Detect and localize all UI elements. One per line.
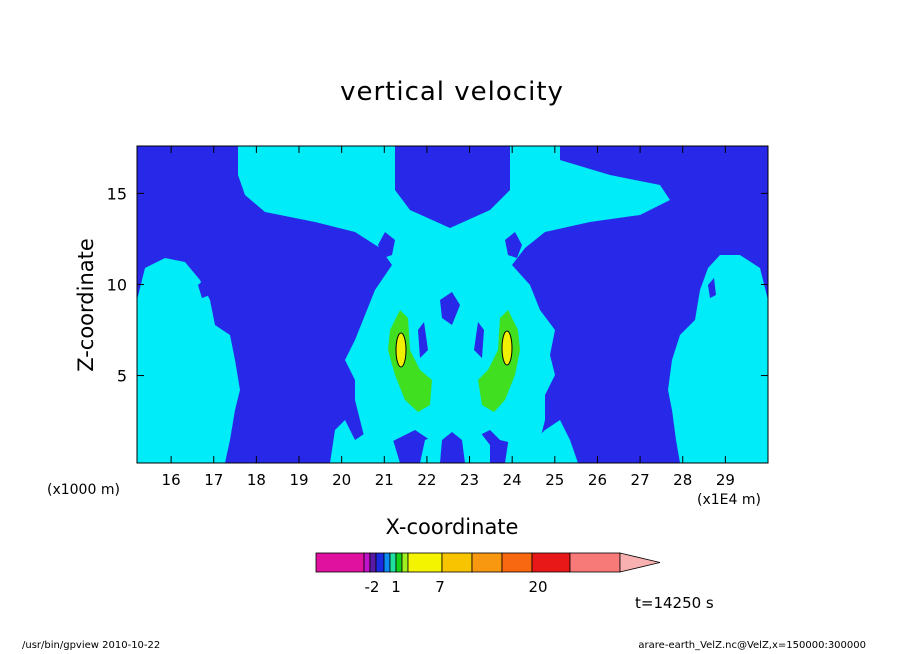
x-tick-label: 26: [588, 471, 607, 489]
colorbar-segment: [395, 552, 403, 573]
contour-yellow-left: [395, 332, 407, 368]
x-tick-label: 18: [247, 471, 266, 489]
colorbar-segment: [389, 552, 397, 573]
contour-blue-streak-2: [474, 322, 484, 358]
x-unit-right: (x1E4 m): [697, 492, 761, 508]
colorbar-label: 7: [435, 578, 445, 596]
x-tick-label: 21: [375, 471, 394, 489]
x-tick-label: 28: [673, 471, 692, 489]
x-axis-label: X-coordinate: [385, 515, 519, 539]
colorbar-segment: [363, 552, 371, 573]
x-tick-label: 23: [460, 471, 479, 489]
y-tick-label: 10: [107, 275, 127, 294]
colorbar-segment: [569, 552, 621, 573]
colorbar-label: -2: [365, 578, 380, 596]
contour-cyan-lower-mid-right: [505, 420, 578, 463]
colorbar-segment: [441, 552, 473, 573]
x-tick-label: 27: [631, 471, 650, 489]
x-tick-label: 24: [503, 471, 522, 489]
colorbar-segment: [531, 552, 571, 573]
colorbar-segment: [501, 552, 533, 573]
x-tick-label: 16: [162, 471, 181, 489]
contour-cyan-lower-mid: [330, 410, 400, 463]
colorbar-segment: [375, 552, 385, 573]
contour-cyan-left: [137, 258, 240, 463]
y-axis-ticks: 5 10 15: [107, 184, 768, 386]
y-tick-label: 15: [107, 184, 127, 203]
colorbar-label: 20: [528, 578, 547, 596]
colorbar: -2 1 7 20: [315, 552, 661, 596]
x-tick-label: 19: [289, 471, 308, 489]
footer-right: arare-earth_VelZ.nc@VelZ,x=150000:300000: [638, 640, 866, 651]
x-axis-ticks: 16 17 18 19 20 21 22 23 24 25 26 27 28 29: [162, 146, 735, 489]
contour-blue-streak-1: [418, 322, 428, 358]
contour-blue-spot-right: [708, 278, 716, 298]
colorbar-segment: [401, 552, 409, 573]
contour-blue-island-left: [378, 232, 395, 258]
contour-blue-spot-left: [198, 278, 210, 298]
colorbar-label: 1: [391, 578, 401, 596]
x-tick-label: 20: [332, 471, 351, 489]
y-tick-label: 5: [117, 367, 127, 386]
contour-blue-island-center: [440, 292, 460, 325]
plot-area: [137, 146, 768, 463]
y-axis-label: Z-coordinate: [74, 238, 98, 372]
colorbar-segment: [407, 552, 443, 573]
x-tick-label: 17: [204, 471, 223, 489]
colorbar-segment: [315, 552, 365, 573]
footer-left: /usr/bin/gpview 2010-10-22: [22, 640, 161, 651]
colorbar-segment: [369, 552, 377, 573]
x-tick-label: 22: [417, 471, 436, 489]
contour-blue-bottom-center: [440, 432, 465, 463]
colorbar-segment: [471, 552, 503, 573]
contour-cyan-right: [668, 255, 768, 463]
plot-frame: [136, 145, 769, 464]
x-tick-label: 25: [545, 471, 564, 489]
x-unit-left: (x1000 m): [47, 482, 120, 498]
x-tick-label: 29: [716, 471, 735, 489]
contour-blue-island-right: [505, 232, 522, 258]
time-label: t=14250 s: [635, 594, 714, 612]
colorbar-segment: [383, 552, 391, 573]
contour-yellow-right: [501, 330, 513, 366]
chart-title: vertical velocity: [340, 77, 564, 107]
colorbar-arrow: [619, 552, 661, 573]
